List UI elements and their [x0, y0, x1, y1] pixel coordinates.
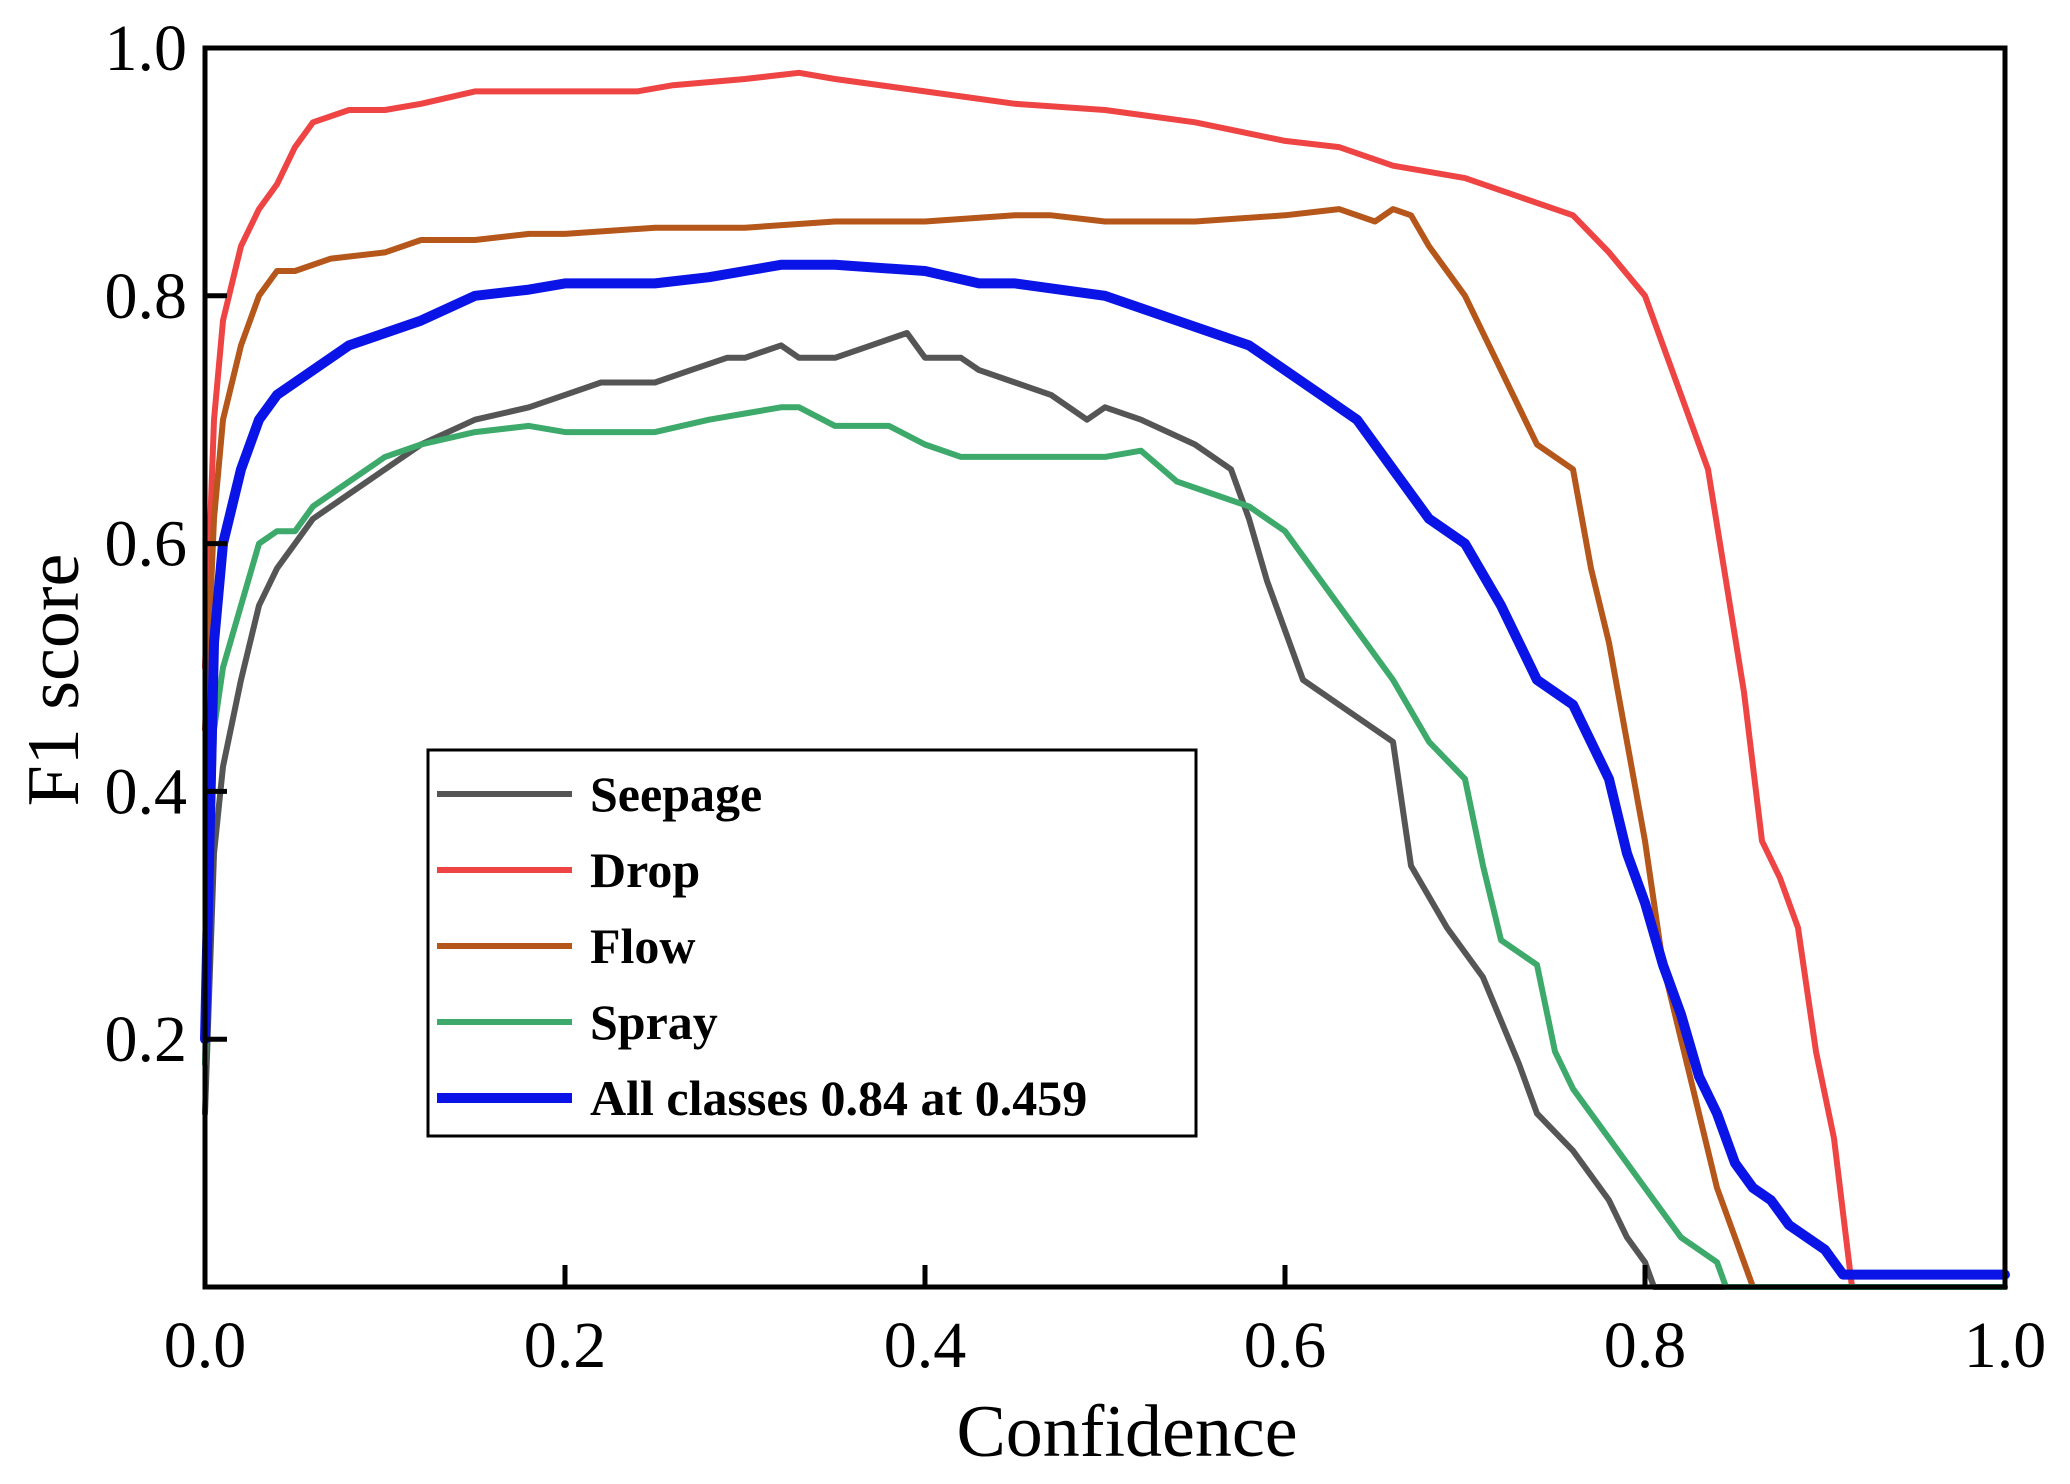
legend-label: Spray	[590, 994, 718, 1050]
series-line-all	[200, 259, 2010, 1280]
x-tick-label: 0.6	[1244, 1309, 1327, 1382]
plot-frame	[202, 45, 2008, 1290]
series-line-flow	[202, 206, 2008, 1290]
legend-label: Seepage	[590, 766, 762, 822]
y-tick-label: 0.2	[105, 1003, 188, 1076]
legend-label: Flow	[590, 918, 696, 974]
y-axis-title: F1 score	[13, 554, 95, 807]
series-group	[200, 69, 2010, 1290]
series-line-drop	[202, 69, 2008, 1290]
x-tick-label: 0.2	[524, 1309, 607, 1382]
series-line-seepage	[202, 330, 2008, 1290]
x-tick-label: 0.0	[164, 1309, 247, 1382]
x-tick-label: 0.8	[1604, 1309, 1687, 1382]
ticks-group	[205, 293, 1648, 1287]
x-tick-label: 1.0	[1964, 1309, 2047, 1382]
y-tick-label: 1.0	[105, 12, 188, 85]
y-tick-label: 0.8	[105, 260, 188, 333]
x-tick-label: 0.4	[884, 1309, 967, 1382]
legend-label: Drop	[590, 842, 700, 898]
y-tick-label: 0.4	[105, 755, 188, 828]
legend: Seepage Drop Flow Spray All classes 0.84 at …	[426, 748, 1198, 1138]
y-tick-label: 0.6	[105, 508, 188, 581]
legend-label: All classes 0.84 at 0.459	[590, 1070, 1087, 1126]
series-line-spray	[202, 404, 2008, 1290]
tick-labels-group: 0.0 0.2 0.4 0.6 0.8 1.0 0.2 0.4 0.6 0.8 1.0	[105, 12, 2047, 1382]
x-axis-title: Confidence	[956, 1391, 1297, 1473]
